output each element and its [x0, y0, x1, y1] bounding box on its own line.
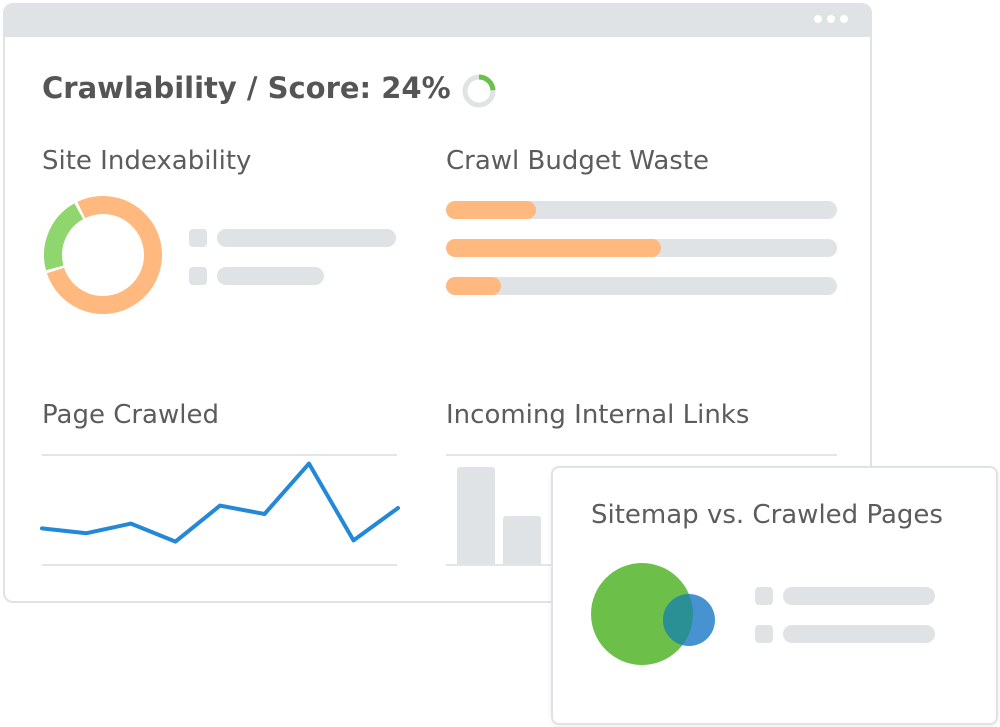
page-title: Crawlability / Score: 24% [42, 71, 451, 105]
window-titlebar [5, 5, 870, 37]
venn-overlap [663, 594, 693, 646]
chart-gridline [42, 454, 397, 456]
score-ring-icon [462, 74, 496, 108]
crawl-budget-waste-title: Crawl Budget Waste [446, 146, 710, 176]
incoming-internal-links-title: Incoming Internal Links [446, 400, 750, 430]
legend-placeholder [217, 267, 324, 285]
sitemap-vs-crawled-card: Sitemap vs. Crawled Pages [551, 466, 998, 725]
legend-placeholder [217, 229, 396, 247]
more-dots-icon[interactable] [814, 15, 848, 23]
chart-gridline [42, 564, 397, 566]
incoming-links-bar [457, 467, 495, 564]
legend-placeholder [783, 625, 935, 643]
budget-bar [446, 277, 837, 295]
budget-bar [446, 239, 837, 257]
legend-swatch [755, 587, 773, 605]
legend-swatch [189, 229, 207, 247]
page-crawled-title: Page Crawled [42, 400, 219, 430]
sitemap-venn-diagram [591, 563, 715, 665]
legend-swatch [189, 267, 207, 285]
chart-gridline [446, 454, 837, 456]
venn-sitemap-circle [591, 563, 693, 665]
legend-swatch [755, 625, 773, 643]
sitemap-vs-crawled-title: Sitemap vs. Crawled Pages [591, 500, 943, 530]
page-crawled-line-chart [40, 461, 400, 544]
incoming-links-bar [503, 516, 541, 564]
site-indexability-title: Site Indexability [42, 146, 252, 176]
indexability-donut [43, 196, 162, 314]
budget-bar [446, 201, 837, 219]
legend-placeholder [783, 587, 935, 605]
crawlability-window: Crawlability / Score: 24% Site Indexabil… [3, 3, 872, 603]
chart-gridline [446, 564, 566, 566]
